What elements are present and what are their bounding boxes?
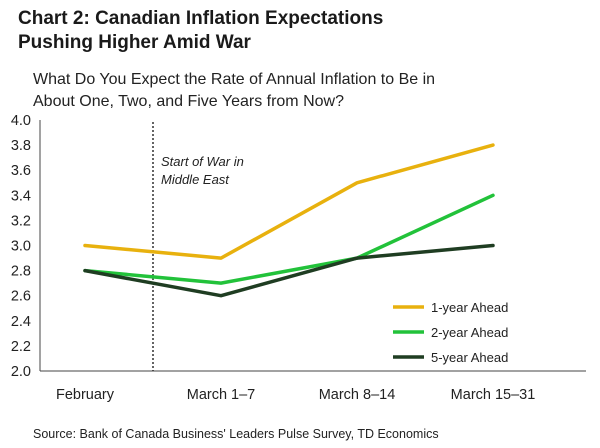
y-tick-label: 2.6 bbox=[11, 289, 31, 305]
x-tick-label: February bbox=[56, 387, 115, 403]
y-tick-label: 3.4 bbox=[11, 188, 31, 204]
y-tick-label: 2.4 bbox=[11, 314, 31, 330]
series-line-3 bbox=[83, 243, 495, 298]
legend-label: 2-year Ahead bbox=[431, 325, 508, 340]
series-line-1 bbox=[83, 143, 495, 260]
legend-label: 1-year Ahead bbox=[431, 300, 508, 315]
chart-subtitle-line-1: What Do You Expect the Rate of Annual In… bbox=[33, 71, 436, 88]
legend-label: 5-year Ahead bbox=[431, 350, 508, 365]
x-tick-label: March 8–14 bbox=[319, 387, 396, 403]
series-line-2 bbox=[83, 193, 495, 285]
y-tick-label: 4.0 bbox=[11, 113, 31, 129]
chart-source: Source: Bank of Canada Business' Leaders… bbox=[33, 427, 439, 441]
y-tick-label: 2.8 bbox=[11, 264, 31, 280]
x-tick-label: March 1–7 bbox=[187, 387, 256, 403]
y-tick-label: 2.0 bbox=[11, 364, 31, 380]
annotation-text: Start of War in bbox=[161, 154, 244, 169]
y-tick-label: 3.8 bbox=[11, 138, 31, 154]
chart-subtitle-line-2: About One, Two, and Five Years from Now? bbox=[33, 93, 344, 110]
y-tick-label: 3.0 bbox=[11, 239, 31, 255]
x-tick-label: March 15–31 bbox=[451, 387, 536, 403]
y-tick-label: 2.2 bbox=[11, 339, 31, 355]
y-tick-label: 3.2 bbox=[11, 213, 31, 229]
y-tick-label: 3.6 bbox=[11, 163, 31, 179]
chart-title: Chart 2: Canadian Inflation Expectations… bbox=[18, 7, 383, 55]
chart-title-line-1: Chart 2: Canadian Inflation Expectations bbox=[18, 8, 384, 29]
chart-subtitle: What Do You Expect the Rate of Annual In… bbox=[33, 69, 435, 113]
annotation-text: Middle East bbox=[161, 172, 230, 187]
chart-title-line-2: Pushing Higher Amid War bbox=[18, 32, 251, 53]
